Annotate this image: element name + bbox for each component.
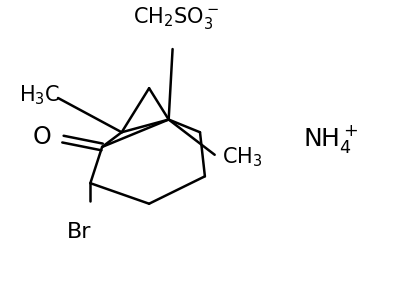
Text: CH$_2$SO$_3^-$: CH$_2$SO$_3^-$	[132, 5, 218, 32]
Text: CH$_3$: CH$_3$	[222, 145, 262, 168]
Text: NH$_4^+$: NH$_4^+$	[303, 123, 358, 155]
Text: Br: Br	[67, 222, 92, 242]
Text: H$_3$C: H$_3$C	[19, 83, 60, 107]
Text: O: O	[32, 125, 51, 149]
